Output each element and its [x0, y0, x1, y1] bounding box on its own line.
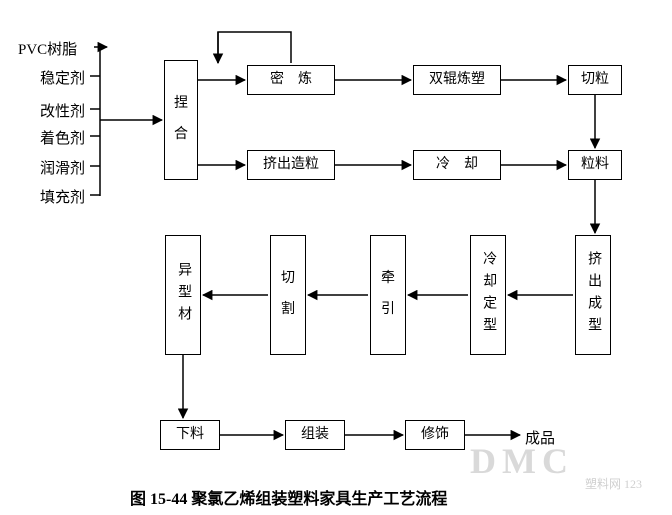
box-lengquedingxing: 冷却定型 — [470, 235, 506, 355]
input-label-2: 改性剂 — [40, 100, 85, 121]
input-label-0: PVC树脂 — [18, 38, 77, 59]
label-chengpin: 成品 — [525, 427, 555, 448]
input-label-1: 稳定剂 — [40, 67, 85, 88]
box-milian: 密 炼 — [247, 65, 335, 95]
box-lengque: 冷 却 — [413, 150, 501, 180]
box-liliao: 粒料 — [568, 150, 622, 180]
box-xiushi: 修饰 — [405, 420, 465, 450]
box-qianyin: 牵引 — [370, 235, 406, 355]
watermark-sub: 塑料网 123 — [585, 475, 642, 492]
box-zuzhuang: 组装 — [285, 420, 345, 450]
input-label-5: 填充剂 — [40, 186, 85, 207]
box-qieli: 切粒 — [568, 65, 622, 95]
box-qiege: 切割 — [270, 235, 306, 355]
input-label-3: 着色剂 — [40, 127, 85, 148]
box-xialiao: 下料 — [160, 420, 220, 450]
figure-caption: 图 15-44 聚氯乙烯组装塑料家具生产工艺流程 — [130, 485, 447, 509]
input-label-4: 润滑剂 — [40, 157, 85, 178]
watermark-main: DMC — [470, 440, 574, 482]
box-yixingcai: 异型材 — [165, 235, 201, 355]
box-jichuzaoli: 挤出造粒 — [247, 150, 335, 180]
box-niehe: 捏合 — [164, 60, 198, 180]
box-shuanggun: 双辊炼塑 — [413, 65, 501, 95]
box-jichuchengxing: 挤出成型 — [575, 235, 611, 355]
